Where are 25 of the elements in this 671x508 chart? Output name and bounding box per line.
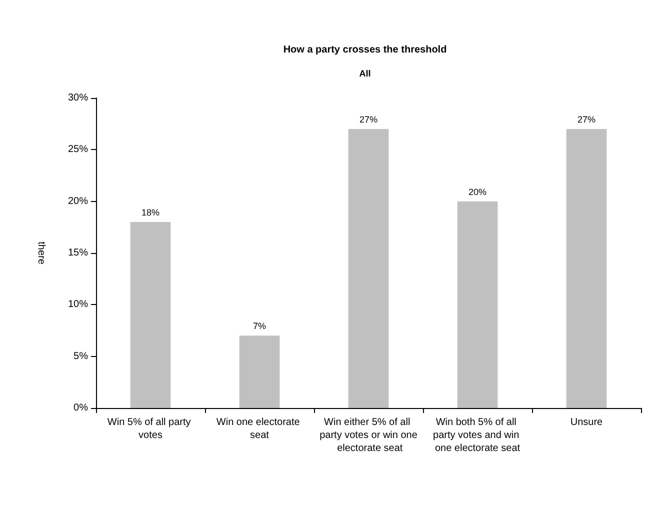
bar [566,129,607,408]
x-tick-label: Unsure [570,417,604,428]
y-tick-label: 25% [68,144,88,156]
data-label: 27% [577,114,596,124]
chart-title: How a party crosses the threshold [283,44,447,56]
data-label: 27% [359,114,378,124]
y-tick-label: 5% [74,350,88,362]
bar [130,222,171,408]
x-tick-label: Win 5% of all party votes [107,417,194,441]
y-tick-label: 0% [74,402,88,414]
y-tick-label: 15% [68,248,88,258]
x-tick-label: Win either 5% of all party votes or win one electorate seat [320,417,418,454]
data-label: 20% [468,186,487,197]
y-tick-label: 20% [68,196,88,207]
data-label: 7% [252,321,266,332]
x-tick-label: Win one electorate seat [216,417,303,441]
bar [348,129,389,408]
bar [239,336,280,408]
y-tick-label: 10% [68,299,88,310]
y-axis-title: there [36,242,46,265]
data-label: 18% [141,208,160,218]
chart-subtitle: All [359,68,371,78]
x-tick-label: Win both 5% of all party votes and win one electorate seat [433,417,522,454]
bar [457,201,498,408]
y-tick-label: 30% [68,92,88,104]
